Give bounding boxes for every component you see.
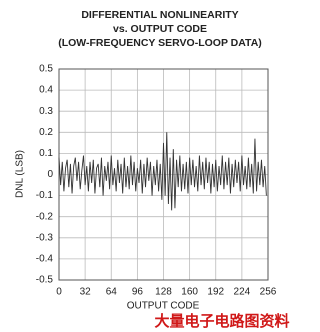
y-tick-label: 0.4 [39,85,53,96]
y-tick-label: -0.3 [36,232,54,243]
x-axis-label: OUTPUT CODE [127,301,200,312]
x-tick-label: 192 [207,287,224,298]
y-tick-label: 0.2 [39,127,53,138]
x-tick-label: 96 [132,287,144,298]
x-tick-label: 32 [80,287,92,298]
y-tick-label: -0.2 [36,211,54,222]
chart-title: vs. OUTPUT CODE [113,23,207,35]
data-line [58,132,267,211]
y-tick-label: 0.3 [39,106,53,117]
watermark: 大量电子电路图资料 [154,312,289,330]
chart: DIFFERENTIAL NONLINEARITY vs. OUTPUT COD… [14,8,290,330]
chart-title: (LOW-FREQUENCY SERVO-LOOP DATA) [58,37,262,49]
y-tick-label: 0 [47,169,53,180]
plot-frame [58,68,269,281]
x-tick-label: 224 [234,287,251,298]
x-tick-label: 256 [260,287,277,298]
chart-title: DIFFERENTIAL NONLINEARITY [81,9,238,21]
y-tick-label: -0.1 [36,190,54,201]
y-tick-label: -0.4 [36,254,54,265]
x-tick-label: 0 [56,287,62,298]
y-tick-label: -0.5 [36,275,54,286]
x-tick-label: 128 [155,287,172,298]
y-axis-label: DNL (LSB) [15,150,26,198]
y-tick-label: 0.5 [39,64,53,75]
y-tick-label: 0.1 [39,148,53,159]
x-tick-label: 160 [181,287,198,298]
x-tick-label: 64 [106,287,118,298]
